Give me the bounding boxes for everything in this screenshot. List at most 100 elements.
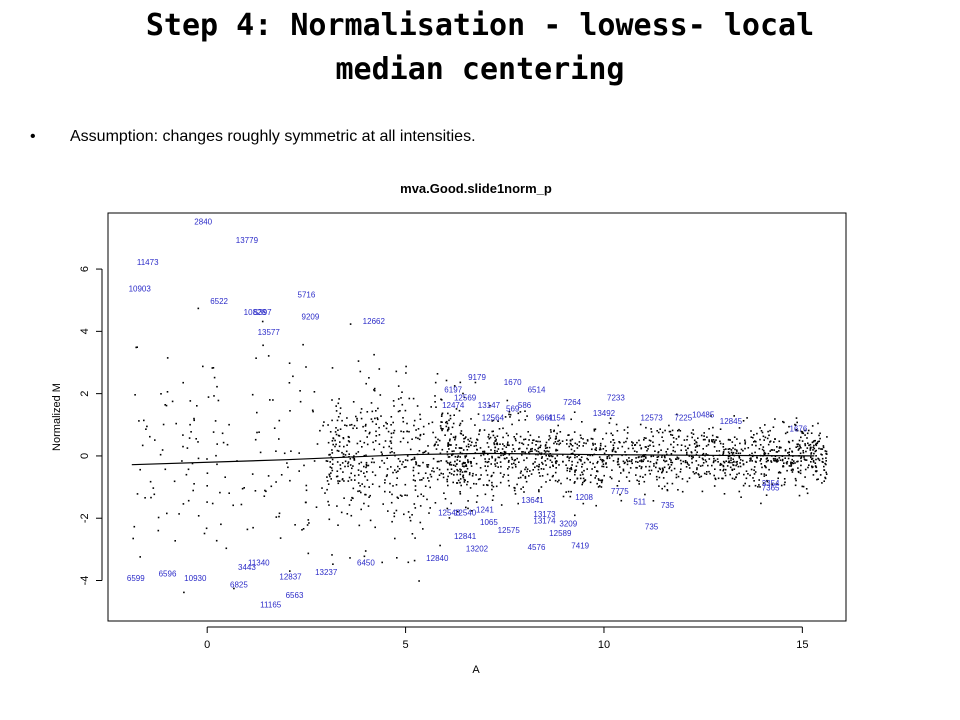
data-point bbox=[476, 449, 478, 451]
data-point bbox=[636, 467, 638, 469]
data-point bbox=[469, 472, 471, 474]
data-point bbox=[599, 458, 602, 461]
data-point bbox=[574, 454, 576, 457]
data-point bbox=[459, 451, 462, 454]
data-point bbox=[381, 459, 383, 462]
data-point bbox=[348, 476, 351, 479]
data-point bbox=[675, 438, 678, 440]
data-point bbox=[643, 439, 645, 441]
data-point bbox=[666, 448, 669, 450]
data-point bbox=[349, 464, 352, 466]
data-point bbox=[569, 456, 572, 459]
data-point bbox=[574, 514, 576, 517]
data-point bbox=[488, 479, 491, 482]
data-point bbox=[595, 504, 597, 507]
data-point bbox=[392, 432, 395, 434]
data-point bbox=[548, 450, 550, 453]
data-point bbox=[498, 456, 501, 459]
data-point bbox=[693, 439, 696, 442]
data-point bbox=[374, 526, 376, 529]
data-point bbox=[617, 447, 619, 450]
data-point bbox=[494, 463, 496, 465]
data-point bbox=[735, 476, 737, 479]
data-point bbox=[718, 450, 721, 452]
data-point bbox=[570, 418, 572, 421]
data-point bbox=[496, 450, 498, 453]
data-point bbox=[386, 474, 388, 476]
data-point bbox=[456, 459, 459, 461]
data-point bbox=[213, 395, 215, 397]
data-point bbox=[625, 440, 627, 443]
data-point bbox=[645, 426, 647, 429]
data-point bbox=[719, 442, 722, 445]
labeled-point: 13577 bbox=[258, 328, 281, 337]
data-point bbox=[713, 457, 715, 460]
data-point bbox=[692, 471, 695, 473]
data-point bbox=[432, 467, 434, 470]
data-point bbox=[623, 441, 625, 444]
data-point bbox=[573, 411, 576, 413]
data-point bbox=[605, 432, 608, 435]
data-point bbox=[700, 434, 703, 437]
data-point bbox=[556, 460, 558, 463]
data-point bbox=[610, 441, 612, 443]
data-point bbox=[535, 450, 538, 452]
data-point bbox=[338, 398, 340, 400]
data-point bbox=[533, 439, 535, 441]
data-point bbox=[402, 431, 405, 433]
data-point bbox=[550, 455, 552, 457]
data-point bbox=[566, 443, 568, 445]
data-point bbox=[713, 460, 715, 462]
data-point bbox=[364, 425, 367, 427]
data-point bbox=[434, 436, 437, 439]
data-point bbox=[454, 455, 457, 458]
data-point bbox=[556, 454, 559, 457]
data-point bbox=[715, 439, 717, 441]
data-point bbox=[360, 470, 362, 473]
data-point bbox=[406, 455, 409, 457]
data-point bbox=[464, 455, 467, 458]
data-point bbox=[353, 459, 356, 461]
data-point bbox=[428, 422, 430, 425]
data-point bbox=[500, 465, 502, 468]
data-point bbox=[760, 430, 763, 432]
data-point bbox=[511, 463, 513, 465]
data-point bbox=[378, 434, 381, 436]
data-point bbox=[636, 441, 638, 444]
data-point bbox=[488, 458, 490, 460]
data-point bbox=[450, 444, 452, 446]
data-point bbox=[569, 479, 571, 481]
data-point bbox=[135, 346, 137, 349]
data-point bbox=[812, 461, 815, 463]
data-point bbox=[616, 461, 619, 463]
data-point bbox=[806, 437, 808, 439]
data-point bbox=[635, 460, 637, 463]
data-point bbox=[724, 468, 727, 471]
data-point bbox=[556, 443, 558, 445]
data-point bbox=[677, 489, 679, 491]
data-point bbox=[626, 460, 629, 463]
data-point bbox=[240, 503, 243, 506]
data-point bbox=[631, 441, 633, 443]
data-point bbox=[562, 454, 564, 456]
data-point bbox=[561, 440, 564, 442]
data-point bbox=[792, 468, 794, 471]
x-tick-label: 10 bbox=[598, 639, 610, 651]
data-point bbox=[407, 441, 409, 444]
data-point bbox=[515, 433, 518, 435]
data-point bbox=[331, 419, 333, 422]
data-point bbox=[582, 502, 585, 505]
data-point bbox=[756, 457, 758, 459]
data-point bbox=[794, 424, 797, 426]
data-point bbox=[494, 465, 497, 467]
data-point bbox=[609, 417, 612, 420]
data-point bbox=[165, 404, 168, 407]
data-point bbox=[491, 430, 493, 433]
data-point bbox=[136, 493, 139, 495]
data-point bbox=[713, 442, 716, 444]
data-point bbox=[393, 429, 396, 432]
y-tick-label: 0 bbox=[79, 453, 91, 459]
data-point bbox=[546, 450, 548, 452]
data-point bbox=[448, 462, 451, 465]
data-point bbox=[764, 424, 766, 426]
